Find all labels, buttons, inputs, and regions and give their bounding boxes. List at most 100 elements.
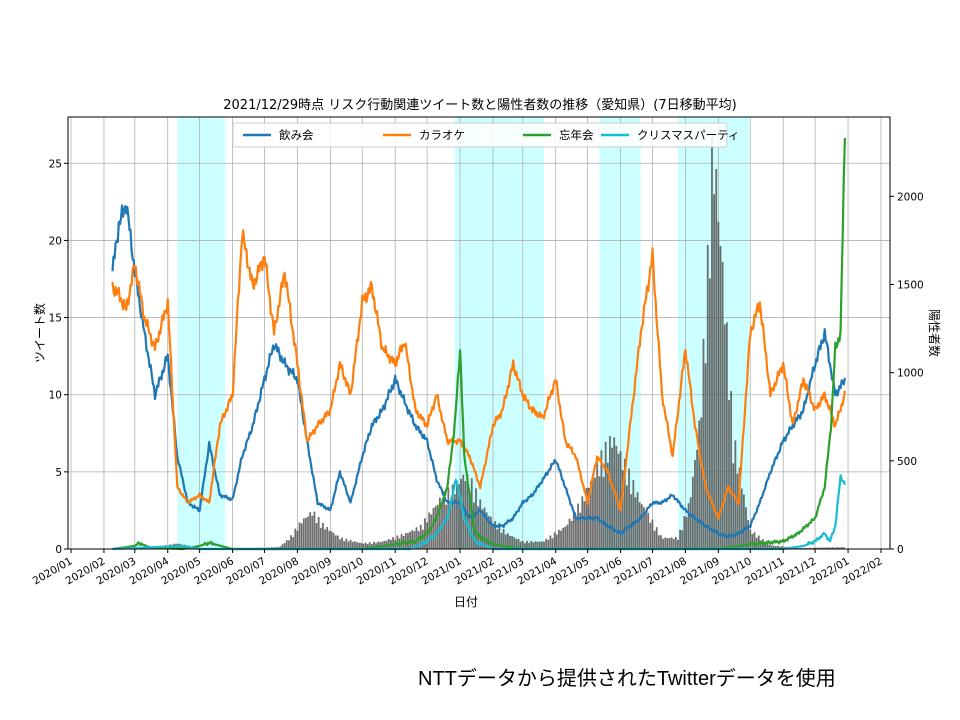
case-bar-182 [498, 524, 501, 549]
case-bar-220 [579, 512, 582, 549]
case-bar-210 [558, 529, 560, 549]
case-bar-98 [319, 527, 322, 549]
case-bar-256 [655, 527, 658, 549]
case-bar-282 [711, 137, 713, 549]
case-bar-339 [832, 547, 835, 549]
y-tick-label-1: 5 [55, 467, 62, 479]
case-bar-100 [324, 529, 326, 549]
case-bar-95 [313, 511, 316, 549]
legend-box [232, 122, 728, 148]
grid-lines [68, 117, 890, 550]
case-bar-166 [464, 481, 467, 549]
case-bar-139 [407, 533, 409, 549]
case-bar-209 [555, 534, 558, 549]
case-bar-102 [328, 530, 331, 549]
case-bar-162 [455, 480, 458, 549]
case-bar-125 [377, 541, 380, 549]
case-bar-286 [719, 246, 722, 550]
case-bar-119 [364, 542, 367, 549]
case-bar-219 [577, 503, 579, 549]
case-bar-330 [813, 547, 815, 549]
case-bar-150 [430, 514, 433, 549]
case-bar-107 [339, 539, 341, 549]
case-bar-214 [566, 524, 569, 549]
case-bar-335 [823, 547, 826, 549]
case-bar-184 [502, 528, 505, 549]
case-bar-88 [298, 522, 301, 549]
case-bar-241 [623, 458, 626, 549]
case-bar-281 [708, 278, 711, 549]
case-bar-123 [373, 541, 375, 549]
case-bar-122 [370, 543, 373, 549]
case-bar-255 [653, 530, 656, 549]
case-bar-275 [696, 449, 699, 549]
case-bar-312 [774, 546, 777, 549]
y-right-tick-label-4: 2000 [897, 191, 924, 203]
case-bar-84 [290, 535, 292, 549]
case-bar-114 [353, 541, 356, 549]
case-bar-250 [643, 507, 645, 549]
case-bar-342 [838, 547, 841, 549]
case-bar-85 [292, 537, 295, 549]
case-bar-343 [840, 547, 843, 549]
case-bar-208 [553, 532, 556, 549]
case-bar-152 [434, 506, 437, 549]
case-bar-299 [747, 520, 750, 549]
case-bar-164 [460, 478, 463, 549]
case-bar-213 [564, 526, 567, 549]
case-bar-294 [736, 473, 739, 549]
case-bar-291 [730, 391, 733, 549]
case-bar-259 [662, 538, 664, 549]
case-bar-333 [819, 547, 822, 549]
case-bar-230 [600, 450, 603, 549]
case-bar-93 [309, 512, 312, 549]
case-bar-228 [596, 461, 599, 549]
case-bar-136 [400, 534, 403, 549]
case-bar-112 [349, 539, 352, 549]
case-bar-242 [626, 485, 628, 549]
x-axis-label: 日付 [454, 595, 478, 609]
case-bar-326 [804, 547, 807, 549]
case-bar-167 [466, 474, 469, 549]
case-bar-186 [506, 533, 509, 549]
legend-label-0: 飲み会 [279, 128, 314, 142]
case-bar-103 [330, 531, 333, 549]
case-bar-261 [666, 538, 669, 549]
case-bar-280 [706, 244, 709, 550]
legend-label-2: 忘年会 [559, 128, 594, 142]
case-bar-338 [830, 547, 832, 549]
case-bar-192 [519, 541, 522, 549]
case-bar-285 [717, 221, 720, 549]
case-bar-211 [560, 530, 562, 549]
case-bar-260 [664, 537, 667, 549]
case-bar-287 [721, 261, 724, 549]
case-bar-215 [568, 518, 571, 549]
y-right-tick-label-2: 1000 [897, 368, 924, 380]
case-bar-130 [387, 538, 390, 549]
case-bar-272 [689, 497, 692, 549]
case-bar-268 [681, 530, 684, 549]
case-bar-217 [572, 510, 575, 549]
case-bar-284 [715, 169, 718, 549]
case-bar-252 [647, 512, 650, 549]
case-bar-315 [781, 546, 784, 549]
case-bar-232 [604, 441, 607, 549]
case-bar-154 [438, 497, 441, 549]
case-bar-89 [300, 523, 303, 549]
case-bar-337 [828, 547, 830, 549]
case-bar-108 [341, 537, 343, 549]
series-line-0 [111, 204, 846, 539]
case-bar-222 [583, 501, 586, 549]
case-bar-183 [500, 532, 503, 549]
series-line-1 [111, 229, 846, 520]
case-bar-90 [302, 518, 305, 549]
case-bar-235 [611, 447, 613, 549]
case-bar-161 [453, 494, 456, 549]
case-bar-187 [509, 535, 511, 549]
case-bar-104 [332, 532, 335, 549]
case-bar-292 [732, 463, 735, 549]
y-axis-right-label: 陽性者数 [927, 309, 942, 357]
case-bar-179 [492, 523, 494, 549]
case-bar-324 [800, 547, 803, 549]
chart-title: 2021/12/29時点 リスク行動関連ツイート数と陽性者数の推移（愛知県）(7… [223, 97, 736, 113]
